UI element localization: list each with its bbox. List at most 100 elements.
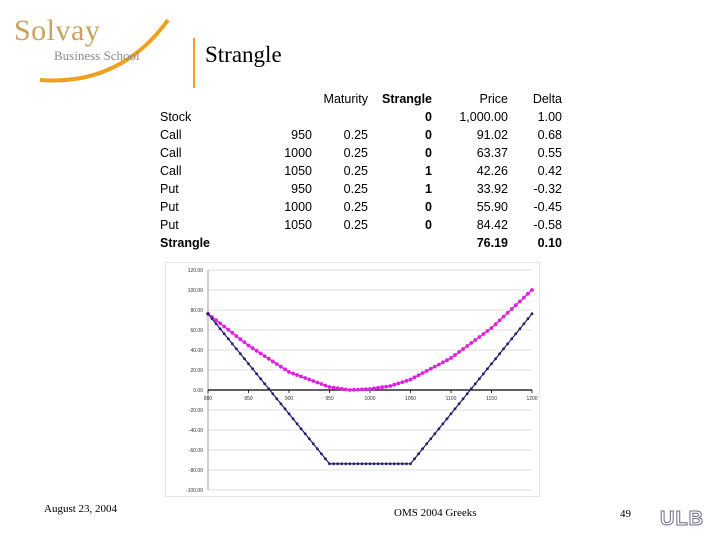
x-tick-label: 1100 [446,396,457,402]
series-point [324,457,327,461]
series-point [505,310,510,315]
series-point [437,427,441,431]
y-tick-label: 60.00 [190,328,203,334]
payoff-chart: 120.00 100.00 80.00 60.00 40.00 20.00 0.00 -20.… [165,262,540,497]
footer-course: OMS 2004 Greeks [394,507,477,519]
table-row: Stock 0 1,000.00 1.00 [160,108,562,126]
series-point [482,372,485,376]
series-point [485,329,490,333]
cell-instrument: Stock [160,110,192,124]
series-point [477,335,482,339]
y-tick-label: 100.00 [188,288,204,294]
x-tick-label: 1200 [526,396,537,402]
solvay-logo: Solvay Business School [0,0,200,100]
x-tick-label: 1000 [364,396,375,402]
series-point [490,362,493,366]
series-point [489,326,494,330]
total-cell-price: 76.19 [476,236,508,250]
table-row: Put 1000 0.25 0 55.90 -0.45 [160,198,562,216]
series-point [243,357,246,361]
total-cell-delta: 0.10 [537,236,562,250]
y-tick-label: -40.00 [189,428,203,434]
series-point [420,371,425,375]
cell-position: 0 [425,218,432,232]
series-point [510,337,514,341]
series-point [291,371,295,376]
options-table: Maturity Strangle Price Delta Stock 0 1,00… [160,90,562,252]
series-point [319,382,324,386]
series-point [316,447,319,451]
cell-delta: 0.68 [537,128,562,142]
series-point [465,344,470,348]
series-point [498,352,501,356]
series-point [287,370,291,374]
cell-strike [240,108,312,126]
cell-price: 84.42 [476,218,508,232]
series-point [340,462,344,466]
series-point [234,334,239,338]
table-background [155,88,515,254]
series-point [303,376,308,380]
x-tick-label: 1150 [486,396,497,402]
series-point [364,387,368,392]
cell-maturity: 0.25 [343,200,368,214]
series-point [518,327,522,331]
series-point [428,366,433,371]
cell-delta: 1.00 [537,110,562,124]
series-point [234,347,238,351]
series-point [429,437,433,441]
cell-price: 33.92 [476,182,508,196]
y-tick-label: -20.00 [189,408,203,414]
series-point [303,432,307,436]
y-tick-label: 0.00 [193,388,203,394]
series-point [506,342,510,346]
total-cell-position [368,234,432,252]
table-row: Call 1050 0.25 1 42.26 0.42 [160,162,562,180]
series-point [247,362,250,366]
series-point [259,377,263,381]
cell-position: 1 [425,164,432,178]
series-point [271,392,275,396]
series-point [424,369,429,373]
series-point [348,462,352,466]
series-point [339,386,344,391]
series-point [501,314,506,319]
series-point [514,332,518,336]
series-point [279,402,283,406]
series-point [351,387,356,392]
series-point [344,462,348,466]
series-point [328,462,331,466]
cell-instrument: Put [160,200,179,214]
series-point [405,462,408,466]
series-point [246,343,251,348]
cell-price: 55.90 [476,200,508,214]
series-point [295,373,299,377]
series-point [275,397,279,401]
cell-maturity [312,108,368,126]
x-tick-label: 900 [285,396,294,402]
series-point [263,382,267,386]
series-point [335,386,340,391]
series-point [522,295,526,300]
series-point [255,372,258,376]
cell-instrument: Call [160,146,182,160]
series-point [437,362,441,367]
header-delta: Delta [532,92,562,106]
ulb-logo: ULB [659,508,705,531]
cell-price: 91.02 [476,128,508,142]
series-point [327,385,332,389]
y-tick-label: 120.00 [188,268,204,274]
series-point [222,324,227,329]
series-point [457,402,461,406]
cell-price: 63.37 [476,146,508,160]
series-point [481,332,486,336]
cell-delta: -0.58 [533,218,563,232]
series-point [412,375,417,380]
table-row: Call 950 0.25 0 91.02 0.68 [160,126,562,144]
series-point [331,385,336,390]
series-point [222,332,226,336]
series-point [401,462,404,466]
series-point [432,364,437,369]
footer-page-number: 49 [620,508,631,520]
cell-instrument: Put [160,182,179,196]
